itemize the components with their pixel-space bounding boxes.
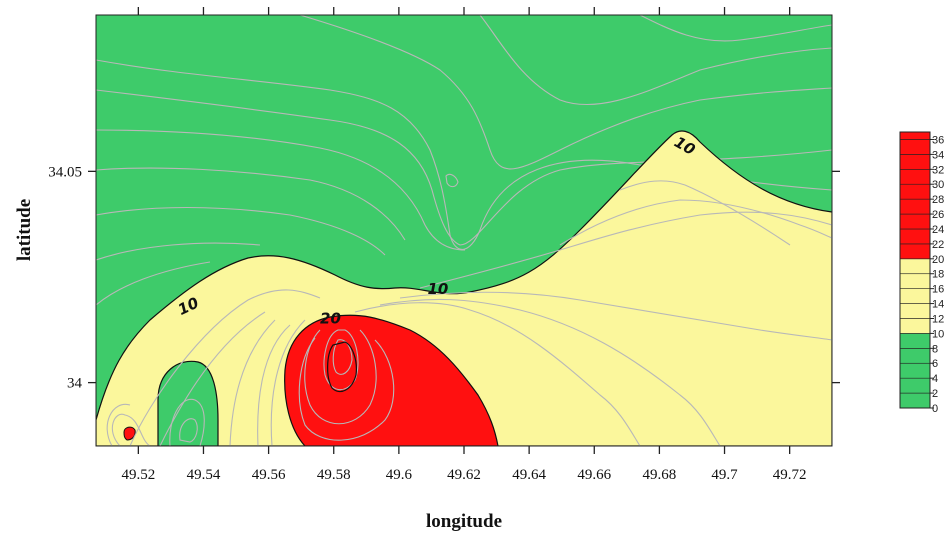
colorbar-label: 32	[932, 164, 944, 176]
x-tick-label: 49.54	[187, 467, 221, 483]
colorbar-label: 0	[932, 403, 938, 415]
colorbar-label: 6	[932, 358, 938, 370]
colorbar-segment	[899, 198, 931, 215]
x-tick-label: 49.62	[447, 467, 481, 483]
colorbar-segment	[899, 139, 931, 155]
colorbar-segment	[899, 318, 931, 334]
contour-label: 10	[428, 280, 449, 298]
x-tick-label: 49.52	[121, 467, 155, 483]
colorbar-label: 22	[932, 239, 944, 251]
band-20-plus-spot	[123, 426, 136, 441]
colorbar-segment	[899, 392, 931, 409]
colorbar-frame	[899, 131, 931, 409]
band-0-10-island	[157, 360, 219, 446]
colorbar-label: 4	[932, 373, 938, 385]
peak-contour	[327, 341, 357, 393]
colorbar-segment	[899, 377, 931, 394]
colorbar-label: 30	[932, 179, 944, 191]
contour-label: 20	[320, 309, 341, 327]
colorbar-label: 12	[932, 313, 944, 325]
colorbar-segment	[899, 131, 931, 140]
x-tick-label: 49.7	[711, 467, 738, 483]
colorbar-segment	[899, 258, 931, 275]
colorbar-label: 26	[932, 209, 944, 221]
colorbar-label: 14	[932, 299, 944, 311]
colorbar-segment	[899, 348, 931, 364]
colorbar-label: 16	[932, 284, 944, 296]
colorbar-label: 28	[932, 194, 944, 206]
x-axis: 49.52 49.54 49.56 49.58 49.6 49.62 49.64 49.66 4…	[121, 7, 807, 483]
colorbar-segment	[899, 288, 931, 304]
band-20-plus-region	[284, 314, 499, 446]
colorbar-label: 2	[932, 388, 938, 400]
x-tick-label: 49.66	[577, 467, 611, 483]
colorbar-segment	[899, 154, 931, 170]
y-tick-label: 34.05	[48, 164, 82, 180]
isolines-upper	[96, 15, 832, 306]
x-tick-label: 49.68	[643, 467, 677, 483]
colorbar-label: 20	[932, 254, 944, 266]
colorbar-label: 24	[932, 224, 944, 236]
x-tick-label: 49.64	[512, 467, 546, 483]
y-tick-label: 34	[67, 376, 83, 392]
y-axis-title: latitude	[14, 199, 35, 261]
colorbar-label: 8	[932, 343, 938, 355]
band-10-20-region	[96, 130, 832, 446]
colorbar-segment	[899, 273, 931, 289]
x-tick-label: 49.56	[252, 467, 286, 483]
colorbar-label: 10	[932, 328, 944, 340]
colorbar-label: 34	[932, 149, 944, 161]
colorbar-segment	[899, 213, 931, 230]
isolines-lower	[106, 180, 832, 446]
x-tick-label: 49.6	[386, 467, 413, 483]
colorbar-segment	[899, 168, 931, 185]
plot-area	[95, 14, 833, 447]
x-tick-label: 49.72	[773, 467, 807, 483]
x-tick-label: 49.58	[317, 467, 351, 483]
colorbar-segment	[899, 303, 931, 319]
x-axis-title: longitude	[426, 511, 502, 532]
colorbar-segment	[899, 243, 931, 260]
colorbar-label: 36	[932, 134, 944, 146]
colorbar-segment	[899, 183, 931, 200]
colorbar-segment	[899, 333, 931, 349]
colorbar-label: 18	[932, 269, 944, 281]
colorbar-segment	[899, 228, 931, 245]
y-axis: 34 34.05	[48, 164, 840, 392]
colorbar-segment	[899, 362, 931, 379]
